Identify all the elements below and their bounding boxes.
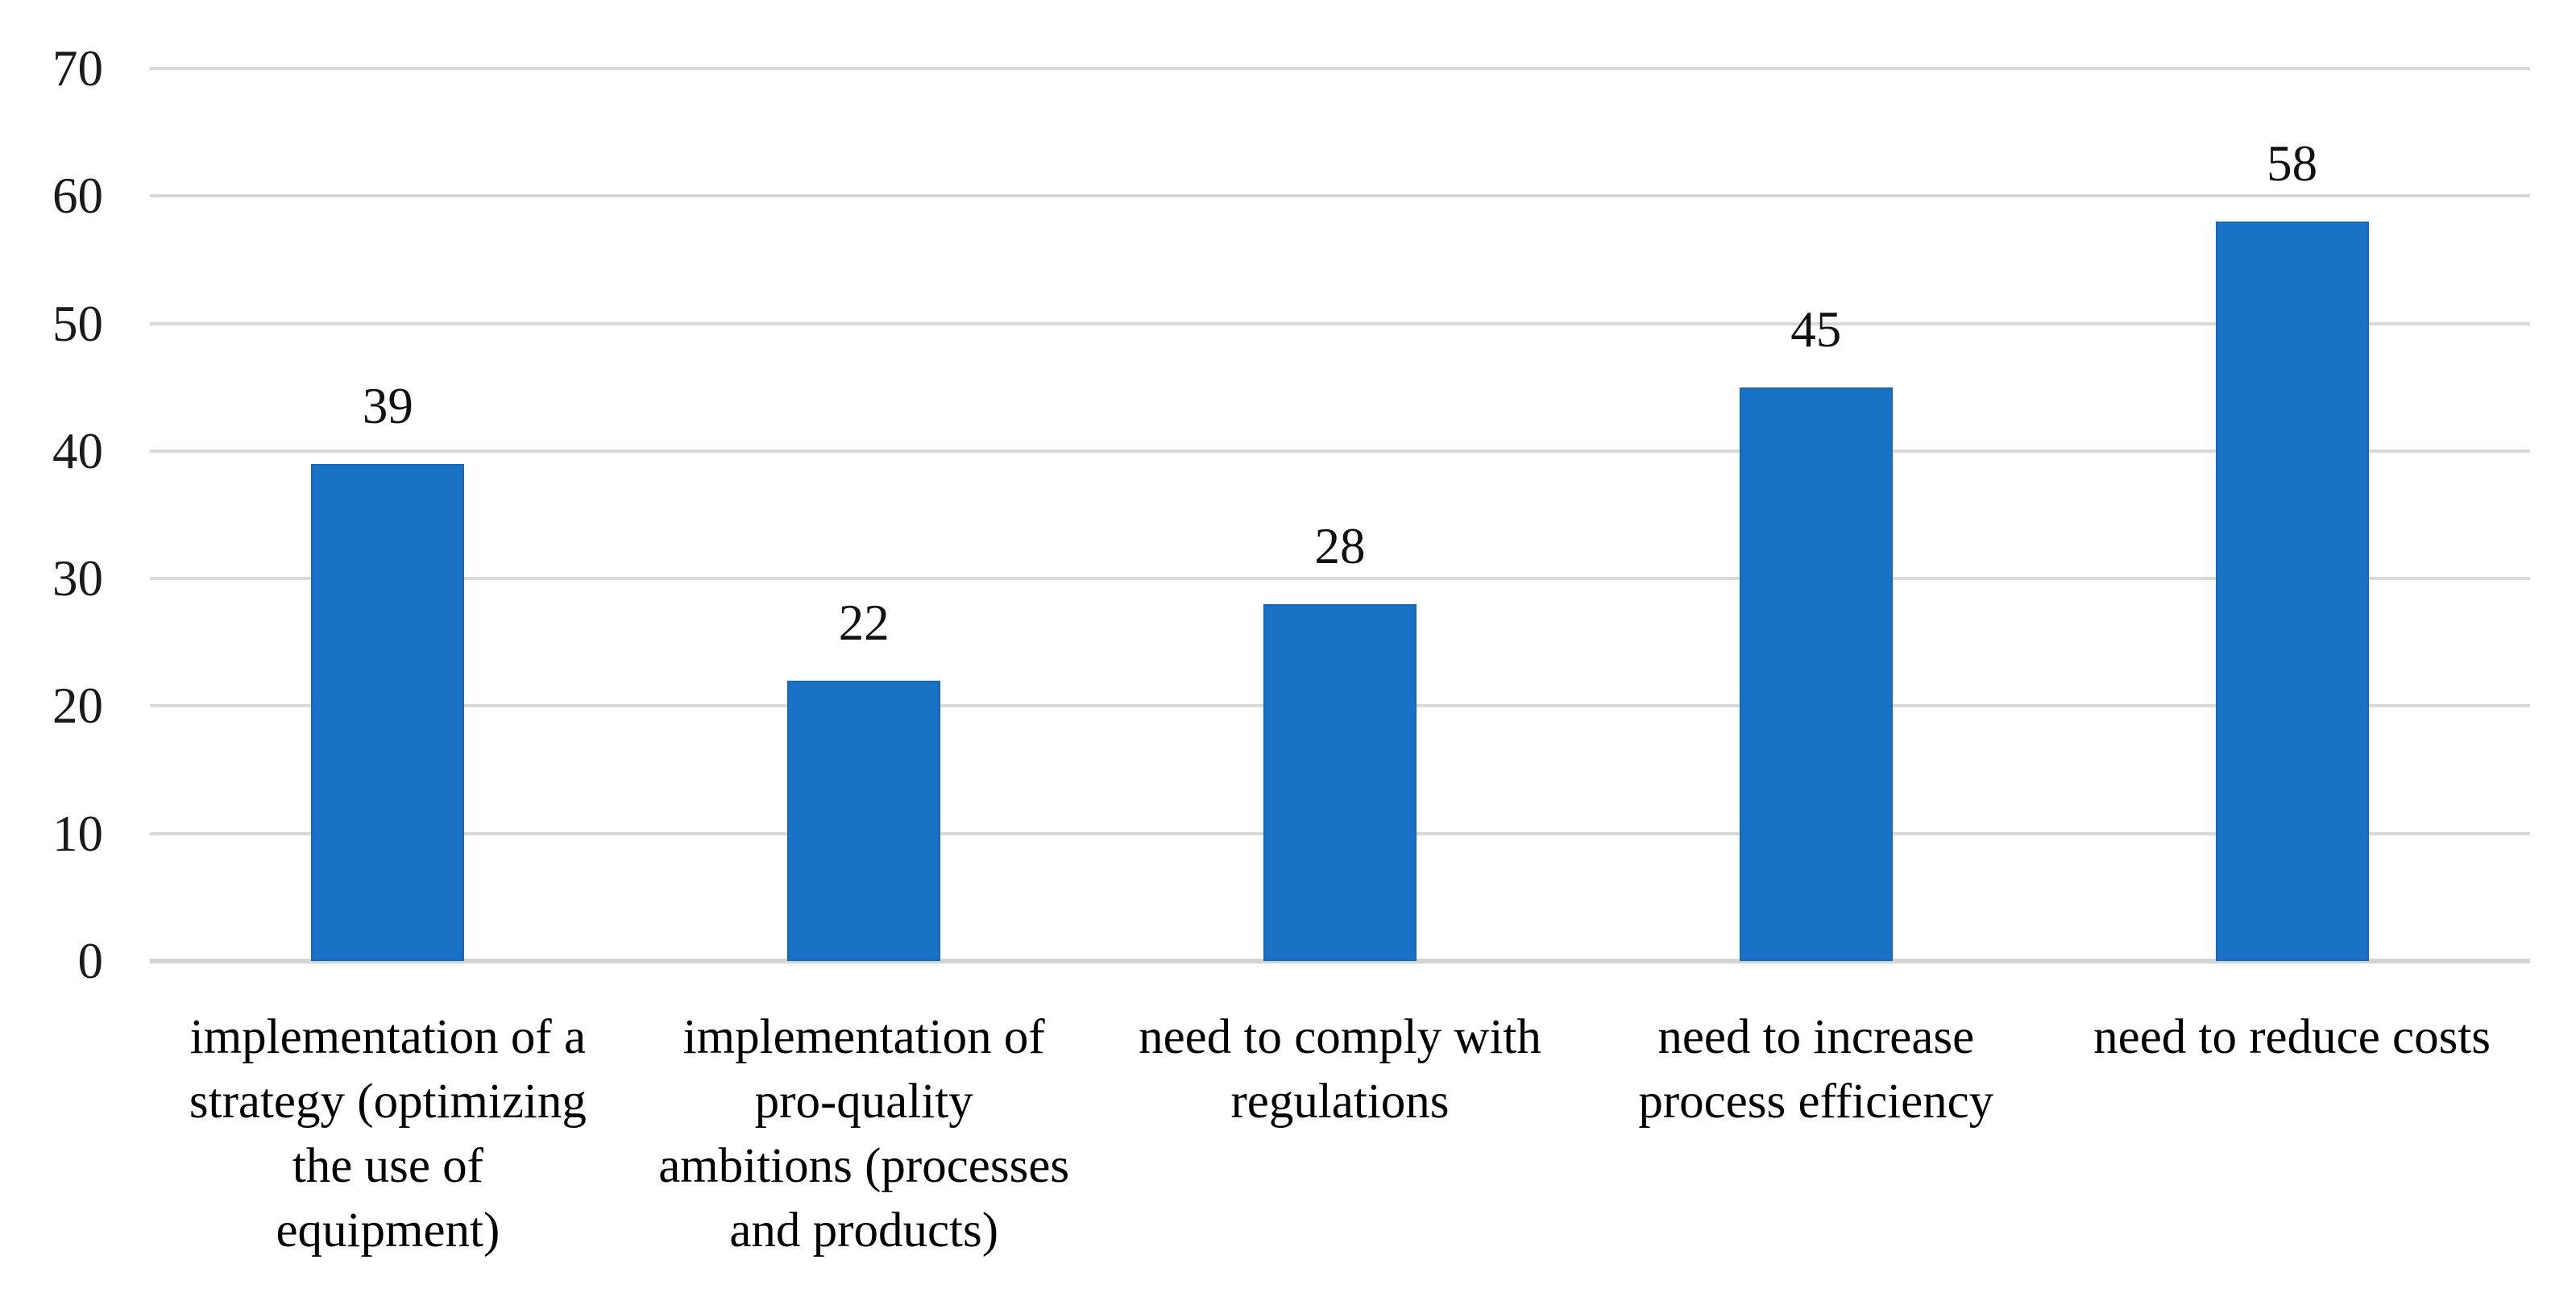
bar (1739, 387, 1893, 961)
bar (787, 680, 941, 961)
bar-value-label: 39 (362, 377, 413, 434)
gridline (150, 67, 2530, 70)
x-axis-category-label: need to comply with regulations (1102, 1005, 1578, 1134)
x-axis-category-label: need to reduce costs (2054, 1005, 2530, 1070)
gridline (150, 194, 2530, 198)
category-label-line: and products) (729, 1204, 999, 1257)
category-label-line: need to comply with (1139, 1010, 1541, 1064)
bar-value-label: 58 (2267, 135, 2318, 192)
y-axis-tick-label: 50 (52, 295, 103, 352)
category-label-line: equipment) (276, 1204, 500, 1257)
gridline (150, 449, 2530, 453)
category-label-line: pro-quality (754, 1075, 973, 1129)
category-label-line: ambitions (processes (658, 1139, 1070, 1193)
category-label-line: strategy (optimizing (189, 1075, 587, 1129)
y-axis-tick-label: 30 (52, 550, 103, 607)
y-axis-tick-label: 20 (52, 677, 103, 735)
gridline (150, 577, 2530, 581)
y-axis-tick-label: 0 (77, 933, 104, 989)
bar-value-label: 45 (1790, 300, 1842, 358)
bar-value-label: 22 (838, 594, 890, 651)
category-label-line: need to reduce costs (2093, 1010, 2491, 1064)
y-axis-tick-label: 10 (52, 805, 103, 862)
bar (2215, 221, 2369, 961)
category-label-line: regulations (1230, 1075, 1450, 1129)
category-label-line: the use of (292, 1139, 483, 1193)
category-label-line: need to increase (1657, 1010, 1975, 1064)
category-label-line: implementation of a (189, 1010, 587, 1064)
category-label-line: implementation of (682, 1010, 1045, 1064)
category-label-line: process efficiency (1638, 1075, 1994, 1129)
y-axis-tick-label: 60 (52, 168, 103, 225)
x-axis-baseline (150, 959, 2530, 963)
x-axis-category-label: need to increase process efficiency (1578, 1005, 2054, 1134)
y-axis-tick-label: 40 (52, 422, 103, 479)
y-axis-tick-label: 70 (52, 40, 103, 97)
bar (1263, 603, 1417, 961)
bar-value-label: 28 (1314, 517, 1366, 574)
gridline (150, 321, 2530, 325)
bar (311, 463, 465, 961)
x-axis-category-label: implementation of a strategy (optimizing t… (150, 1005, 626, 1263)
x-axis-category-label: implementation of pro-quality ambitions (p… (626, 1005, 1102, 1263)
